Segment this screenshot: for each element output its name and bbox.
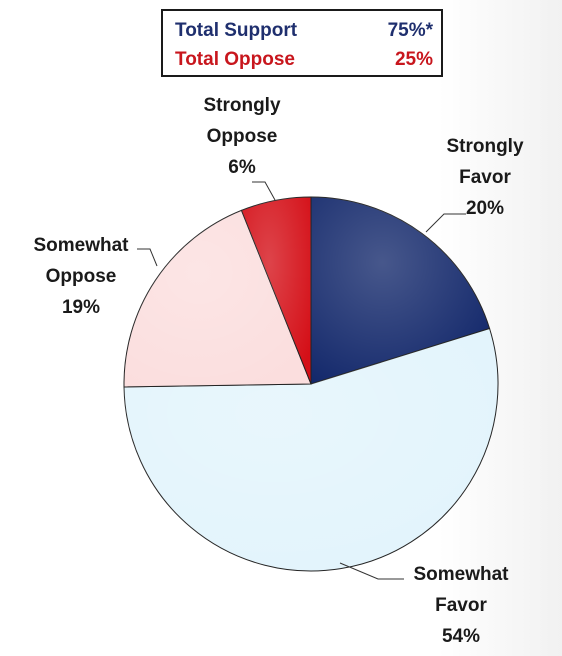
pie-label-strongly-favor: Strongly Favor 20% (446, 136, 523, 219)
total-support-label: Total Support (175, 20, 298, 41)
pie-labels: Strongly Favor 20%Somewhat Favor 54%Somewhat… (33, 95, 523, 647)
pie-label-line: Oppose (46, 266, 117, 287)
pie-slice-gloss-somewhat-oppose (124, 210, 311, 387)
pie-leader-lines (137, 181, 466, 580)
pie-slice-gloss-strongly-favor (311, 197, 490, 384)
total-oppose-label: Total Oppose (175, 49, 295, 70)
pie-slices (123, 196, 499, 572)
pie-label-line: Favor (459, 167, 511, 188)
pie-label-line: Oppose (207, 126, 278, 147)
total-support-value: 75%* (387, 20, 433, 41)
pie-label-line: 20% (466, 198, 504, 219)
pie-label-line: Strongly (203, 95, 280, 116)
pie-slice-gloss-somewhat-favor (124, 328, 498, 571)
summary-box: Total Support 75%* Total Oppose 25% (161, 9, 443, 77)
leader-line-strongly-favor (425, 213, 466, 233)
summary-row-support: Total Support 75%* (175, 18, 433, 44)
summary-row-oppose: Total Oppose 25% (175, 47, 433, 73)
pie-label-line: Strongly (446, 136, 523, 157)
leader-line-somewhat-favor (339, 562, 404, 580)
pie-label-somewhat-oppose: Somewhat Oppose 19% (33, 235, 129, 318)
pie-label-line: Favor (435, 595, 487, 616)
pie-label-line: 54% (442, 626, 480, 647)
leader-line-strongly-oppose (252, 181, 276, 201)
leader-line-somewhat-oppose (137, 248, 158, 267)
pie-label-strongly-oppose: Strongly Oppose 6% (203, 95, 280, 178)
pie-label-line: 19% (62, 297, 100, 318)
pie-label-line: Somewhat (33, 235, 129, 256)
pie-slice-gloss-strongly-oppose (241, 197, 311, 384)
pie-label-line: 6% (228, 157, 256, 178)
pie-label-somewhat-favor: Somewhat Favor 54% (413, 564, 509, 647)
total-oppose-value: 25% (394, 49, 433, 70)
pie-label-line: Somewhat (413, 564, 509, 585)
